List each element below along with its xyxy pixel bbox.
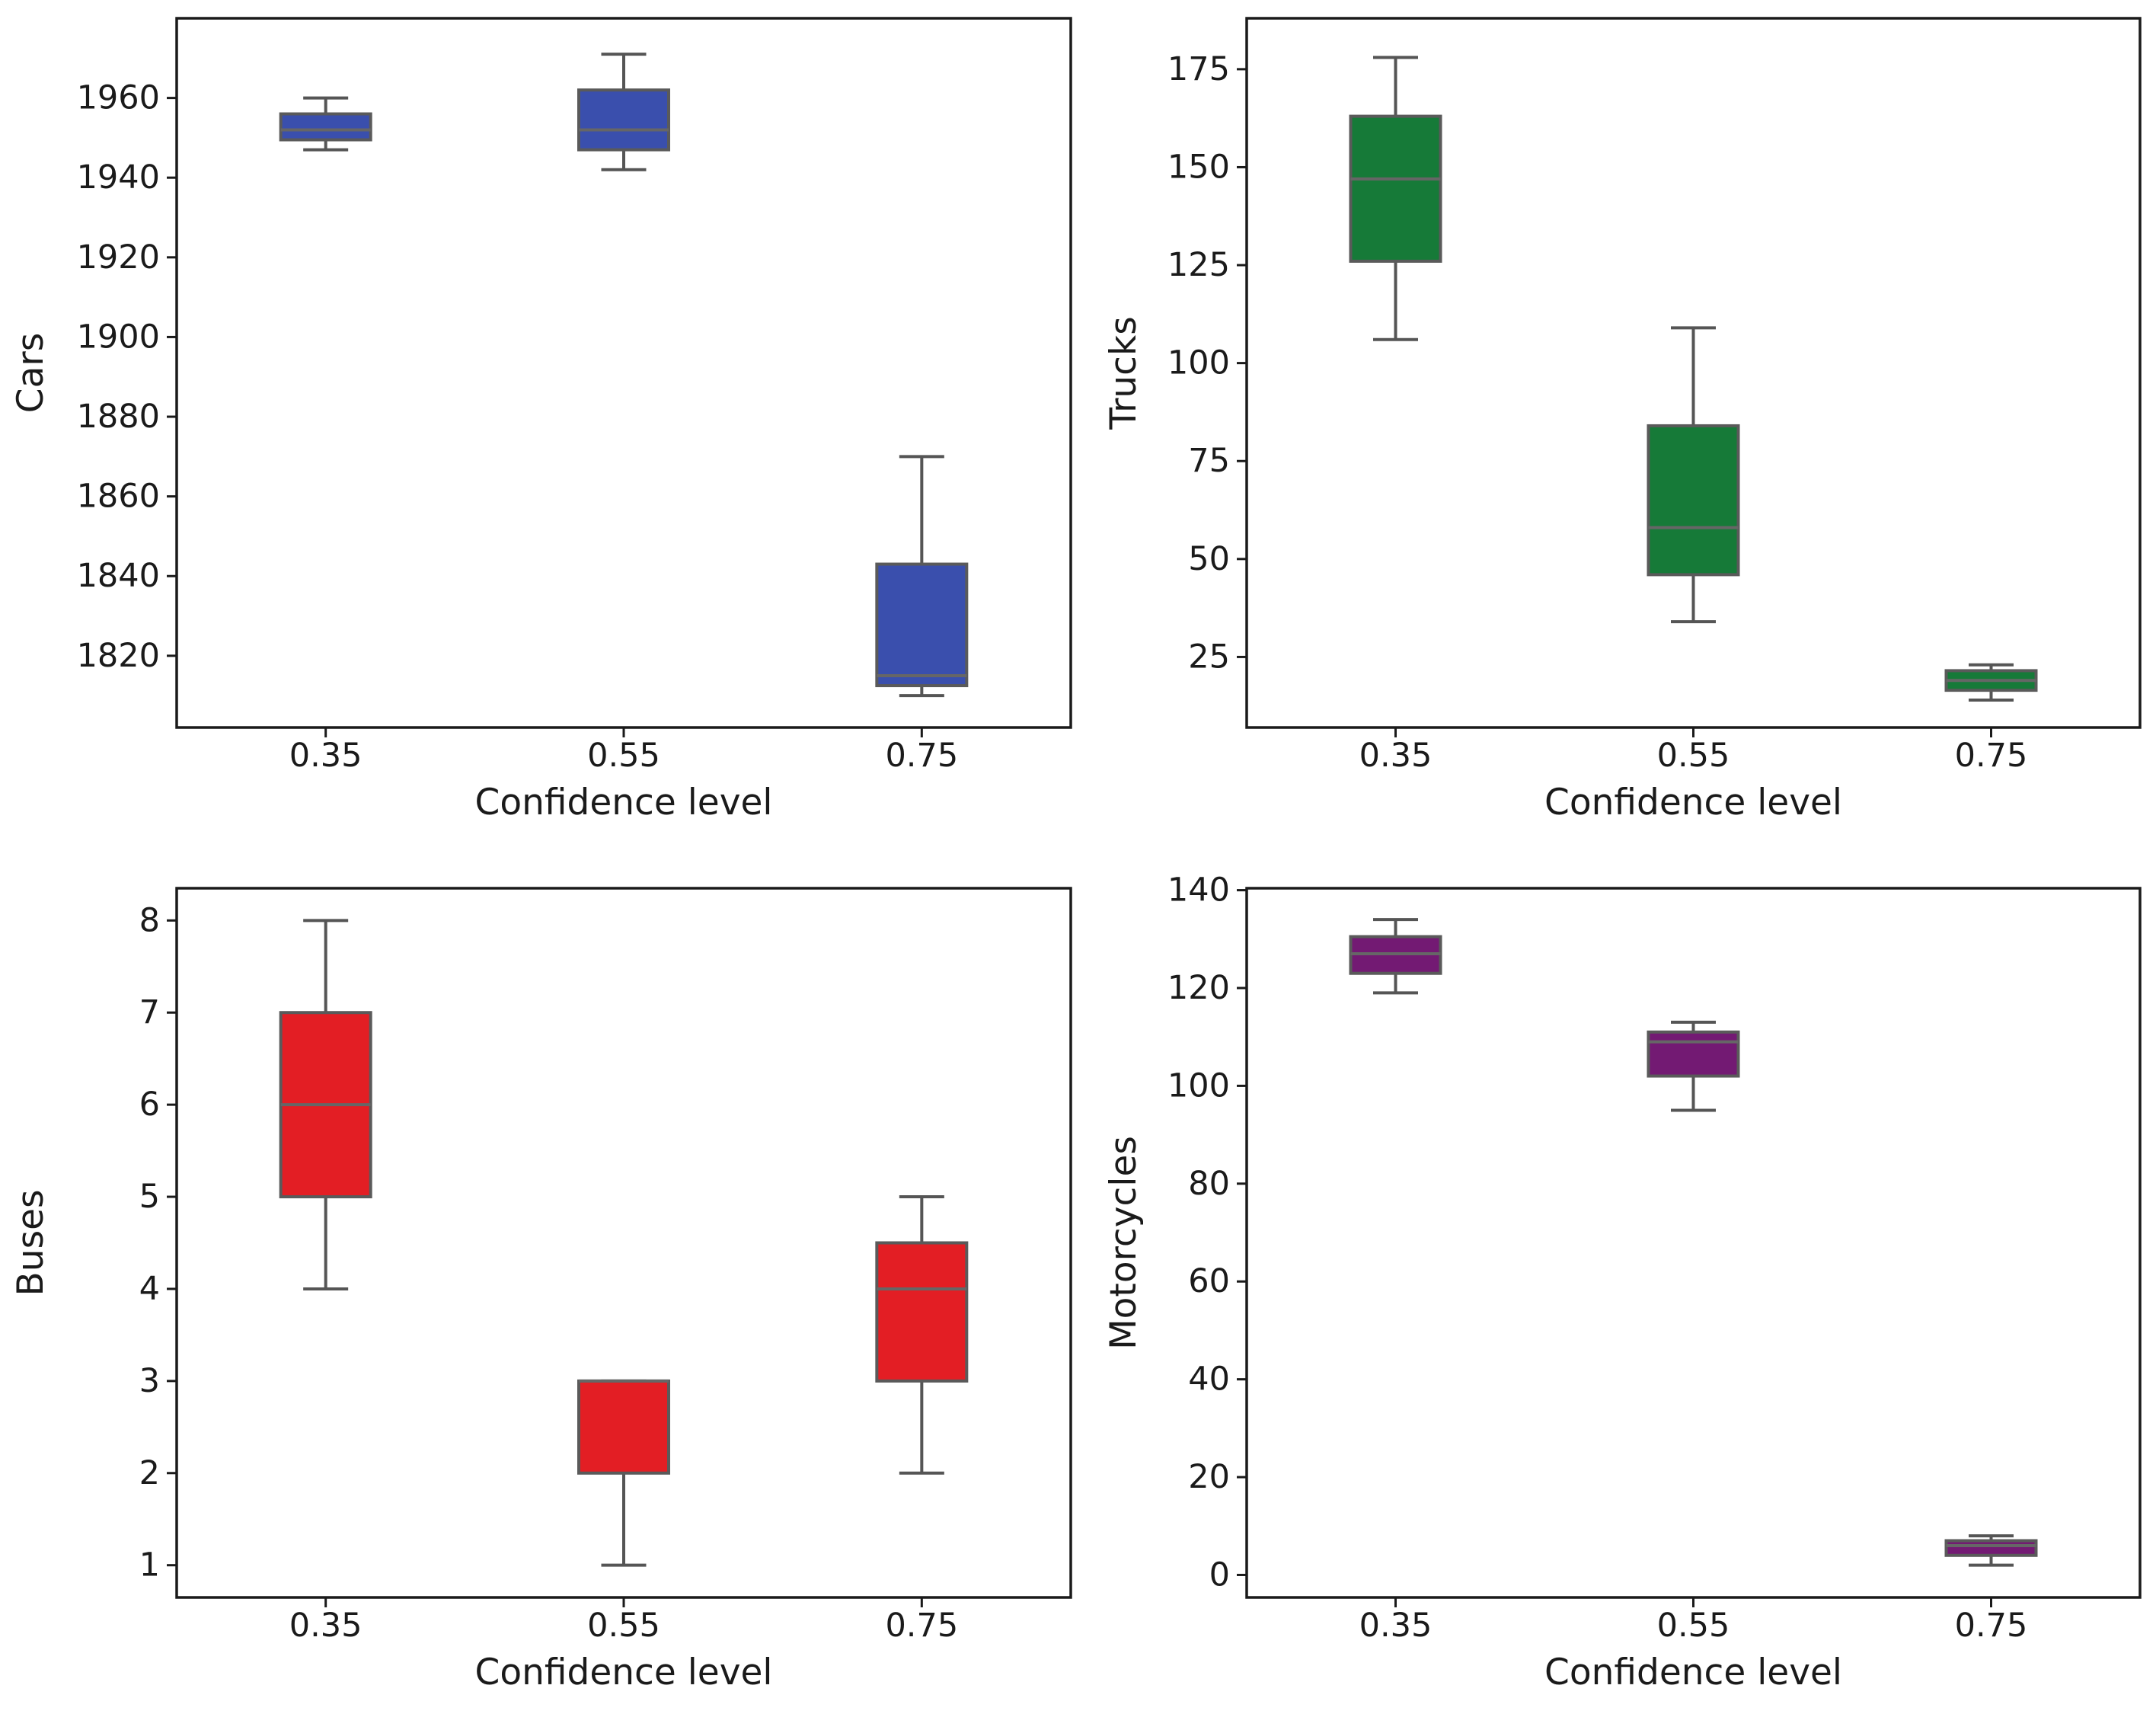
- x-axis-label: Confidence level: [475, 782, 773, 823]
- subplot-bottom-right: 0 20 40 60 80 100 120 140 0.35 0.55 0.75 Confidence…: [1103, 871, 2142, 1693]
- y-tick-label: 20: [1188, 1458, 1230, 1496]
- x-tick-label: 0.35: [289, 1607, 363, 1645]
- x-tick-label: 0.35: [1359, 737, 1433, 775]
- y-tick-label: 1: [139, 1546, 160, 1584]
- box-body: [1647, 1030, 1740, 1078]
- box-0.55: [577, 53, 670, 171]
- box-0.35: [279, 96, 372, 152]
- box-body: [577, 88, 670, 152]
- y-tick-label: 140: [1167, 871, 1230, 910]
- y-tick-label: 2: [139, 1454, 160, 1492]
- y-tick-label: 80: [1188, 1165, 1230, 1203]
- x-axis-label: Confidence level: [1544, 1652, 1842, 1693]
- y-tick-label: 125: [1167, 246, 1230, 284]
- x-tick-label: 0.55: [587, 1607, 660, 1645]
- y-tick-label: 5: [139, 1178, 160, 1216]
- y-tick-label: 150: [1167, 148, 1230, 186]
- y-tick-label: 1960: [77, 79, 160, 117]
- y-tick-label: 4: [139, 1270, 160, 1308]
- box-0.75: [875, 455, 969, 698]
- box-body: [875, 1241, 969, 1383]
- x-tick-label: 0.35: [289, 737, 363, 775]
- x-tick-label: 0.75: [885, 1607, 958, 1645]
- plot-frame: [175, 17, 1072, 729]
- box-0.35: [1349, 918, 1442, 995]
- y-tick-label: 3: [139, 1362, 160, 1400]
- y-tick-label: 40: [1188, 1361, 1230, 1399]
- x-tick-label: 0.75: [1955, 737, 2028, 775]
- y-tick-label: 100: [1167, 1066, 1230, 1105]
- y-tick-label: 6: [139, 1086, 160, 1124]
- y-axis-label: Trucks: [1103, 316, 1145, 430]
- box-0.35: [279, 919, 372, 1290]
- x-tick-label: 0.55: [1657, 737, 1730, 775]
- box-0.75: [1944, 1534, 2038, 1567]
- box-body: [1944, 1539, 2038, 1557]
- plot-frame: [1245, 887, 2142, 1599]
- y-tick-label: 120: [1167, 969, 1230, 1007]
- y-tick-label: 60: [1188, 1262, 1230, 1300]
- y-tick-label: 175: [1167, 50, 1230, 88]
- y-tick-label: 1880: [77, 398, 160, 436]
- y-tick-label: 50: [1188, 540, 1230, 578]
- box-0.35: [1349, 56, 1442, 341]
- x-tick-label: 0.75: [885, 737, 958, 775]
- y-tick-label: 100: [1167, 344, 1230, 382]
- y-tick-label: 0: [1209, 1556, 1230, 1594]
- box-0.55: [577, 1379, 670, 1567]
- y-tick-label: 1900: [77, 318, 160, 356]
- subplot-top-right: 25 50 75 100 125 150 175 0.35 0.55 0.75 Confidence…: [1103, 17, 2142, 823]
- box-body: [875, 562, 969, 688]
- x-tick-label: 0.35: [1359, 1607, 1433, 1645]
- box-body: [1647, 424, 1740, 577]
- x-tick-label: 0.55: [1657, 1607, 1730, 1645]
- y-axis-label: Motorcycles: [1103, 1136, 1145, 1350]
- box-body: [1349, 114, 1442, 263]
- y-tick-label: 8: [139, 901, 160, 939]
- y-tick-label: 1840: [77, 557, 160, 595]
- y-tick-label: 1920: [77, 238, 160, 277]
- box-body: [279, 112, 372, 142]
- y-tick-label: 1860: [77, 478, 160, 516]
- box-0.55: [1647, 1020, 1740, 1112]
- x-axis-label: Confidence level: [1544, 782, 1842, 823]
- box-0.55: [1647, 326, 1740, 624]
- plot-frame: [1245, 17, 2142, 729]
- y-tick-label: 75: [1188, 442, 1230, 480]
- x-tick-label: 0.75: [1955, 1607, 2028, 1645]
- y-tick-label: 1940: [77, 158, 160, 197]
- subplot-top-left: 1820 1840 1860 1880 1900 1920 1940 1960 0.35 0.55…: [10, 17, 1072, 823]
- y-axis-label: Buses: [10, 1190, 52, 1297]
- y-tick-label: 1820: [77, 637, 160, 675]
- box-0.75: [1944, 663, 2038, 702]
- box-0.75: [875, 1195, 969, 1475]
- y-tick-label: 25: [1188, 638, 1230, 676]
- plot-frame: [175, 887, 1072, 1599]
- x-tick-label: 0.55: [587, 737, 660, 775]
- y-tick-label: 7: [139, 993, 160, 1031]
- x-axis-label: Confidence level: [475, 1652, 773, 1693]
- y-axis-label: Cars: [10, 333, 52, 413]
- box-body: [577, 1379, 670, 1475]
- subplot-bottom-left: 1 2 3 4 5 6 7 8 0.35 0.55 0.75 Confidence level Buse…: [10, 887, 1072, 1693]
